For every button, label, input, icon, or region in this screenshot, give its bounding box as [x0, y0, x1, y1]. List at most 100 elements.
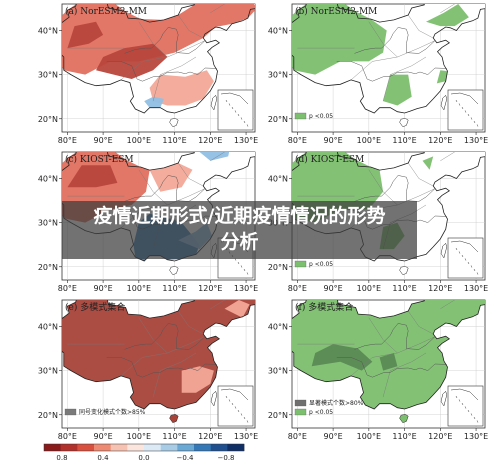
- china-outline: [62, 4, 255, 114]
- inset-dash: [237, 409, 240, 413]
- colorbar-segment: [210, 444, 228, 451]
- shaded-region: [144, 96, 164, 108]
- inset-dash: [464, 258, 467, 261]
- y-tick-label: 20°N: [268, 115, 288, 124]
- hainan-island: [169, 414, 179, 423]
- province-border: [440, 152, 455, 161]
- china-outline: [62, 300, 255, 410]
- inset-dash: [246, 124, 249, 127]
- inset-dash: [476, 272, 479, 275]
- panel-label-d: (d) KIOST-ESM: [295, 154, 364, 165]
- shaded-region: [181, 366, 214, 393]
- south-china-sea-inset: [447, 89, 484, 131]
- province-border: [440, 300, 455, 309]
- y-tick-label: 40°N: [38, 26, 58, 35]
- hainan-island: [169, 266, 179, 275]
- province-border: [178, 14, 204, 39]
- shaded-region: [436, 70, 448, 84]
- taiwan-island: [440, 94, 448, 111]
- south-china-sea-inset: [447, 385, 484, 427]
- inset-coastline: [220, 388, 249, 401]
- province-border: [382, 56, 427, 102]
- colorbar-segment: [227, 444, 245, 451]
- province-border: [368, 317, 398, 354]
- province-border: [152, 56, 197, 102]
- province-border: [368, 21, 398, 58]
- yangtze-river: [106, 357, 217, 378]
- panel-label-e: (e) 多模式集合: [65, 301, 125, 313]
- province-border: [408, 310, 434, 335]
- inset-dash: [225, 99, 228, 103]
- x-tick-label: 100°E: [127, 432, 151, 441]
- inset-dash: [458, 399, 461, 402]
- colorbar-segment: [94, 444, 111, 451]
- colorbar-segment: [160, 444, 178, 451]
- south-china-sea-inset: [447, 237, 484, 279]
- x-tick-label: 130°E: [234, 136, 258, 145]
- inset-dash: [231, 402, 234, 406]
- inset-dash: [237, 113, 240, 117]
- x-tick-label: 90°E: [323, 136, 342, 145]
- x-tick-label: 80°E: [288, 432, 307, 441]
- inset-dash: [458, 103, 461, 106]
- x-tick-label: 90°E: [93, 136, 112, 145]
- colorbar-segment: [60, 444, 78, 451]
- inset-dash: [461, 106, 464, 110]
- colorbar-segment: [77, 444, 95, 451]
- province-border: [350, 336, 436, 377]
- shaded-region: [292, 4, 387, 75]
- province-border: [120, 336, 206, 377]
- legend-label: p <0.05: [309, 409, 333, 416]
- province-border: [368, 169, 398, 206]
- inset-dash: [228, 103, 231, 106]
- shaded-region: [149, 163, 193, 192]
- panel-label-b: (b) NorESM2-MM: [295, 6, 377, 17]
- x-tick-label: 130°E: [464, 136, 488, 145]
- y-tick-label: 30°N: [268, 367, 288, 376]
- province-border: [120, 40, 206, 81]
- province-border: [408, 162, 434, 187]
- inset-dash: [476, 420, 479, 423]
- inset-dash: [464, 110, 467, 113]
- x-tick-label: 80°E: [58, 136, 77, 145]
- inset-dash: [473, 268, 476, 272]
- taiwan-island: [210, 94, 218, 111]
- shaded-region: [383, 74, 412, 106]
- x-tick-label: 100°E: [127, 136, 151, 145]
- y-tick-label: 40°N: [268, 26, 288, 35]
- banner-line-1: 疫情近期形式/近期疫情情况的形势: [93, 205, 386, 227]
- shaded-region: [426, 4, 469, 27]
- x-tick-label: 110°E: [162, 136, 186, 145]
- x-tick-label: 80°E: [58, 284, 77, 293]
- inset-dash: [470, 413, 473, 416]
- x-tick-label: 110°E: [392, 136, 416, 145]
- x-tick-label: 130°E: [234, 432, 258, 441]
- panel-label-f: (f) 多模式集合: [295, 301, 353, 313]
- colorbar-segment: [127, 444, 145, 451]
- y-tick-label: 30°N: [38, 71, 58, 80]
- inset-dash: [228, 399, 231, 402]
- legend-swatch: [64, 408, 77, 416]
- province-border: [350, 40, 436, 81]
- x-tick-label: 90°E: [323, 432, 342, 441]
- x-tick-label: 120°E: [198, 284, 222, 293]
- y-tick-label: 20°N: [38, 263, 58, 272]
- x-tick-label: 110°E: [392, 432, 416, 441]
- hainan-island: [399, 118, 409, 127]
- inset-dash: [455, 247, 458, 251]
- map-panel-a: (a) NorESM2-MM 40°N 30°N 20°N 80°E 90°E 100°E 1…: [38, 3, 258, 145]
- colorbar-segment: [177, 444, 195, 451]
- x-tick-label: 80°E: [288, 284, 307, 293]
- x-tick-label: 90°E: [323, 284, 342, 293]
- inset-dash: [455, 99, 458, 103]
- panel-content: [62, 300, 255, 428]
- x-tick-label: 100°E: [357, 432, 381, 441]
- y-tick-label: 20°N: [268, 411, 288, 420]
- panel-label-a: (a) NorESM2-MM: [65, 6, 147, 17]
- inset-coastline: [450, 92, 479, 105]
- province-border: [138, 317, 168, 354]
- hainan-island: [399, 414, 409, 423]
- inset-dash: [243, 416, 246, 420]
- legend-swatch: [294, 399, 307, 407]
